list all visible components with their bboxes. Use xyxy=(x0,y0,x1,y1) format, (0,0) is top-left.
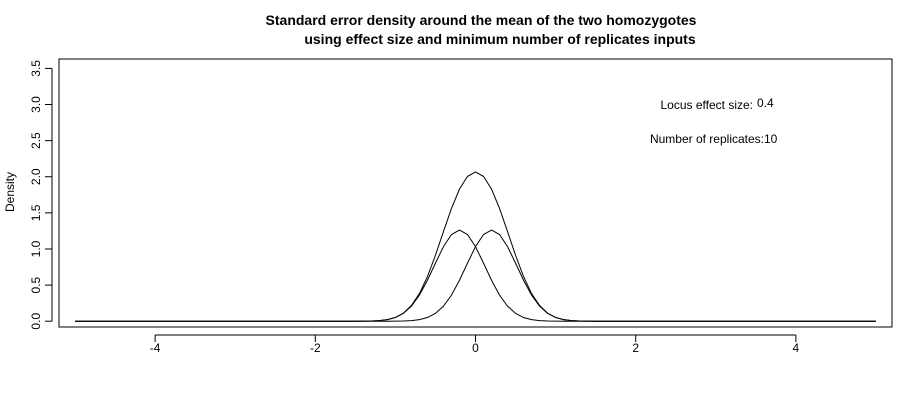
x-tick-label: 0 xyxy=(472,341,479,355)
y-tick-label: 2.0 xyxy=(29,168,43,185)
y-tick-label: 3.5 xyxy=(29,60,43,77)
x-tick-label: -4 xyxy=(150,341,161,355)
replicates-value: 10 xyxy=(764,132,778,146)
y-axis-label: Density xyxy=(3,172,17,212)
density-line-1 xyxy=(75,229,876,322)
density-line-3 xyxy=(75,171,876,322)
effect-size-label: Locus effect size: xyxy=(661,98,754,112)
x-axis: -4 -2 0 2 4 xyxy=(150,334,800,355)
replicates-label: Number of replicates: xyxy=(650,132,764,146)
y-tick-label: 1.0 xyxy=(29,240,43,257)
y-tick-label: 3.0 xyxy=(29,96,43,113)
y-tick-label: 2.5 xyxy=(29,132,43,149)
chart-title-line-1: Standard error density around the mean o… xyxy=(266,12,697,28)
series-group xyxy=(75,171,876,322)
effect-size-value: 0.4 xyxy=(757,96,774,110)
y-tick-label: 1.5 xyxy=(29,204,43,221)
y-tick-label: 0.0 xyxy=(29,313,43,330)
x-tick-label: 4 xyxy=(793,341,800,355)
plot-frame xyxy=(58,58,893,328)
y-axis: 0.0 0.5 1.0 1.5 2.0 2.5 3.0 3.5 xyxy=(29,60,53,330)
x-tick-label: -2 xyxy=(310,341,321,355)
y-tick-label: 0.5 xyxy=(29,276,43,293)
density-line-2 xyxy=(75,229,876,322)
chart-title-line-2: using effect size and minimum number of … xyxy=(304,31,696,47)
x-tick-label: 2 xyxy=(632,341,639,355)
